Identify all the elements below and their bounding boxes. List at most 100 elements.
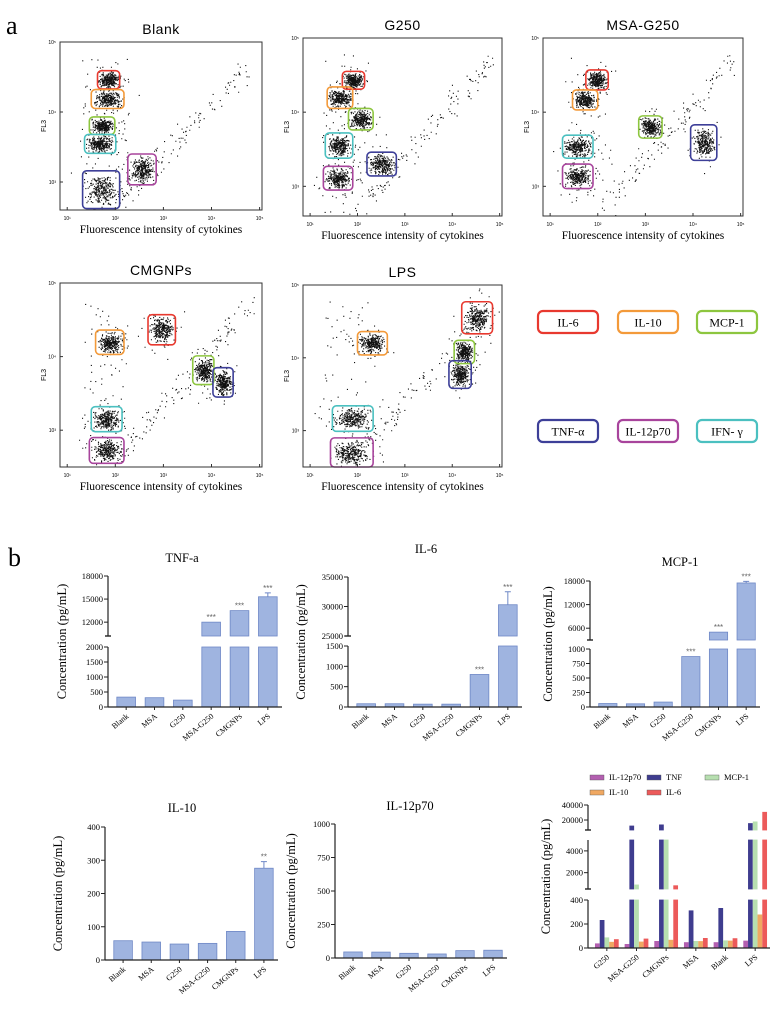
bar — [258, 596, 278, 637]
bar — [498, 604, 518, 637]
bar — [343, 951, 363, 959]
x-tick-label: G250 — [648, 712, 667, 730]
x-tick-label: LPS — [252, 965, 268, 981]
x-tick-label: MSA — [380, 711, 399, 729]
gate-legend-item: IL-6 — [536, 309, 600, 335]
gate-mcp1 — [637, 115, 663, 139]
x-tick-label: 10³ — [160, 473, 168, 479]
gate-il6 — [147, 313, 177, 346]
bar-il-10 — [757, 914, 763, 949]
x-tick-label: MSA-G250 — [421, 712, 456, 743]
y-axis-label: FL3 — [524, 121, 531, 133]
bar-il-6 — [762, 899, 768, 949]
legend-swatch — [646, 774, 662, 781]
gate-tnf — [366, 151, 398, 177]
x-tick-label: G250 — [592, 953, 611, 971]
y-tick-label: 0 — [96, 955, 100, 965]
bar — [498, 645, 518, 708]
y-tick-label: 25000 — [322, 631, 343, 641]
y-tick-label: 15000 — [82, 594, 103, 604]
bar — [226, 931, 246, 961]
bar — [708, 648, 729, 708]
scatter-events — [79, 297, 255, 466]
x-tick-label: 10² — [354, 473, 362, 479]
y-tick-label: 1000 — [326, 661, 343, 671]
significance-marker: ** — [261, 853, 267, 862]
gate-legend-label: MCP-1 — [709, 316, 744, 330]
legend-item: IL-6 — [646, 787, 681, 797]
y-tick-label: 200 — [570, 919, 583, 929]
x-tick-label: LPS — [743, 953, 759, 969]
y-tick-label: 1500 — [86, 657, 103, 667]
gate-ifn — [561, 134, 594, 159]
plot-frame — [302, 284, 503, 468]
y-tick-label: 10⁵ — [291, 36, 299, 42]
gate-tnf — [81, 170, 121, 210]
scatter-events — [314, 288, 500, 467]
gate-il10 — [571, 89, 599, 111]
bar-il-6 — [673, 885, 679, 890]
bar — [229, 610, 250, 637]
gate-il10 — [356, 330, 389, 356]
bar — [736, 648, 756, 708]
scatter-plot-blank: Blank 10¹ 10² 10³ 10⁴ 10⁵ 10³ 10⁴ 10⁵ Fluorescenc… — [41, 21, 263, 236]
gate-il12p70 — [322, 165, 354, 191]
y-tick-label: 10⁴ — [531, 110, 539, 116]
gate-legend-item: MCP-1 — [695, 309, 759, 335]
y-axis-label: FL3 — [41, 120, 48, 132]
legend-item: TNF — [646, 772, 682, 782]
bar-mcp-1 — [693, 941, 699, 949]
x-tick-label: 10⁵ — [256, 216, 264, 222]
x-tick-label: Blank — [107, 965, 127, 984]
gate-legend-label: IL-10 — [634, 316, 661, 330]
chart-title: IL-10 — [168, 801, 196, 815]
bar — [201, 621, 221, 637]
y-axis-label: FL3 — [284, 370, 291, 382]
x-tick-label: 10¹ — [306, 473, 314, 479]
bar-mcp-1 — [634, 899, 639, 949]
y-tick-label: 4000 — [566, 846, 583, 856]
x-tick-label: 10⁴ — [448, 222, 456, 228]
gate-legend-label: IL-6 — [557, 316, 578, 330]
gate-legend-swatch — [616, 309, 680, 335]
bar-tnf — [748, 823, 753, 831]
legend-swatch — [646, 789, 662, 796]
x-tick-label: 10⁵ — [496, 473, 504, 479]
gate-ifn — [331, 405, 374, 433]
bar — [399, 952, 419, 959]
bar-tnf — [599, 920, 605, 949]
y-axis-label: FL3 — [41, 369, 48, 381]
bar-tnf — [659, 899, 664, 949]
scatter-plot-msa-g250: MSA-G250 10¹ 10² 10³ 10⁴ 10⁵ 10³ 10⁴ 10⁵ Fluoresc… — [524, 17, 744, 242]
y-tick-label: 10³ — [532, 184, 540, 190]
y-tick-label: 10⁵ — [531, 36, 539, 42]
y-tick-label: 0 — [581, 702, 585, 712]
y-axis-label: Concentration (pg/mL) — [55, 584, 69, 700]
error-bar — [260, 861, 267, 869]
plot-frame — [59, 282, 263, 468]
y-axis-label: Concentration (pg/mL) — [541, 586, 555, 702]
panel-label-a: a — [6, 11, 18, 40]
y-tick-label: 1000 — [568, 644, 585, 654]
bar — [254, 867, 274, 961]
x-tick-label: CMGNPs — [640, 953, 670, 980]
x-tick-label: CMGNPs — [693, 712, 723, 739]
x-tick-label: MSA — [621, 711, 640, 729]
bar-tnf — [659, 839, 664, 890]
bar-mcp-1 — [634, 884, 639, 890]
legend-swatch — [589, 789, 605, 796]
legend-item: IL-12p70 — [589, 772, 641, 782]
y-tick-label: 10⁴ — [48, 110, 56, 116]
y-tick-label: 2000 — [86, 642, 103, 652]
chart-title: IL-6 — [415, 542, 437, 556]
bar-tnf — [629, 899, 635, 949]
gate-il12p70 — [88, 436, 125, 465]
y-tick-label: 2000 — [566, 868, 583, 878]
x-tick-label: 10² — [354, 222, 362, 228]
bar-il-12p70 — [654, 941, 660, 949]
x-tick-label: G250 — [168, 712, 187, 730]
y-tick-label: 30000 — [322, 602, 343, 612]
x-axis-label: Fluorescence intensity of cytokines — [321, 230, 484, 242]
